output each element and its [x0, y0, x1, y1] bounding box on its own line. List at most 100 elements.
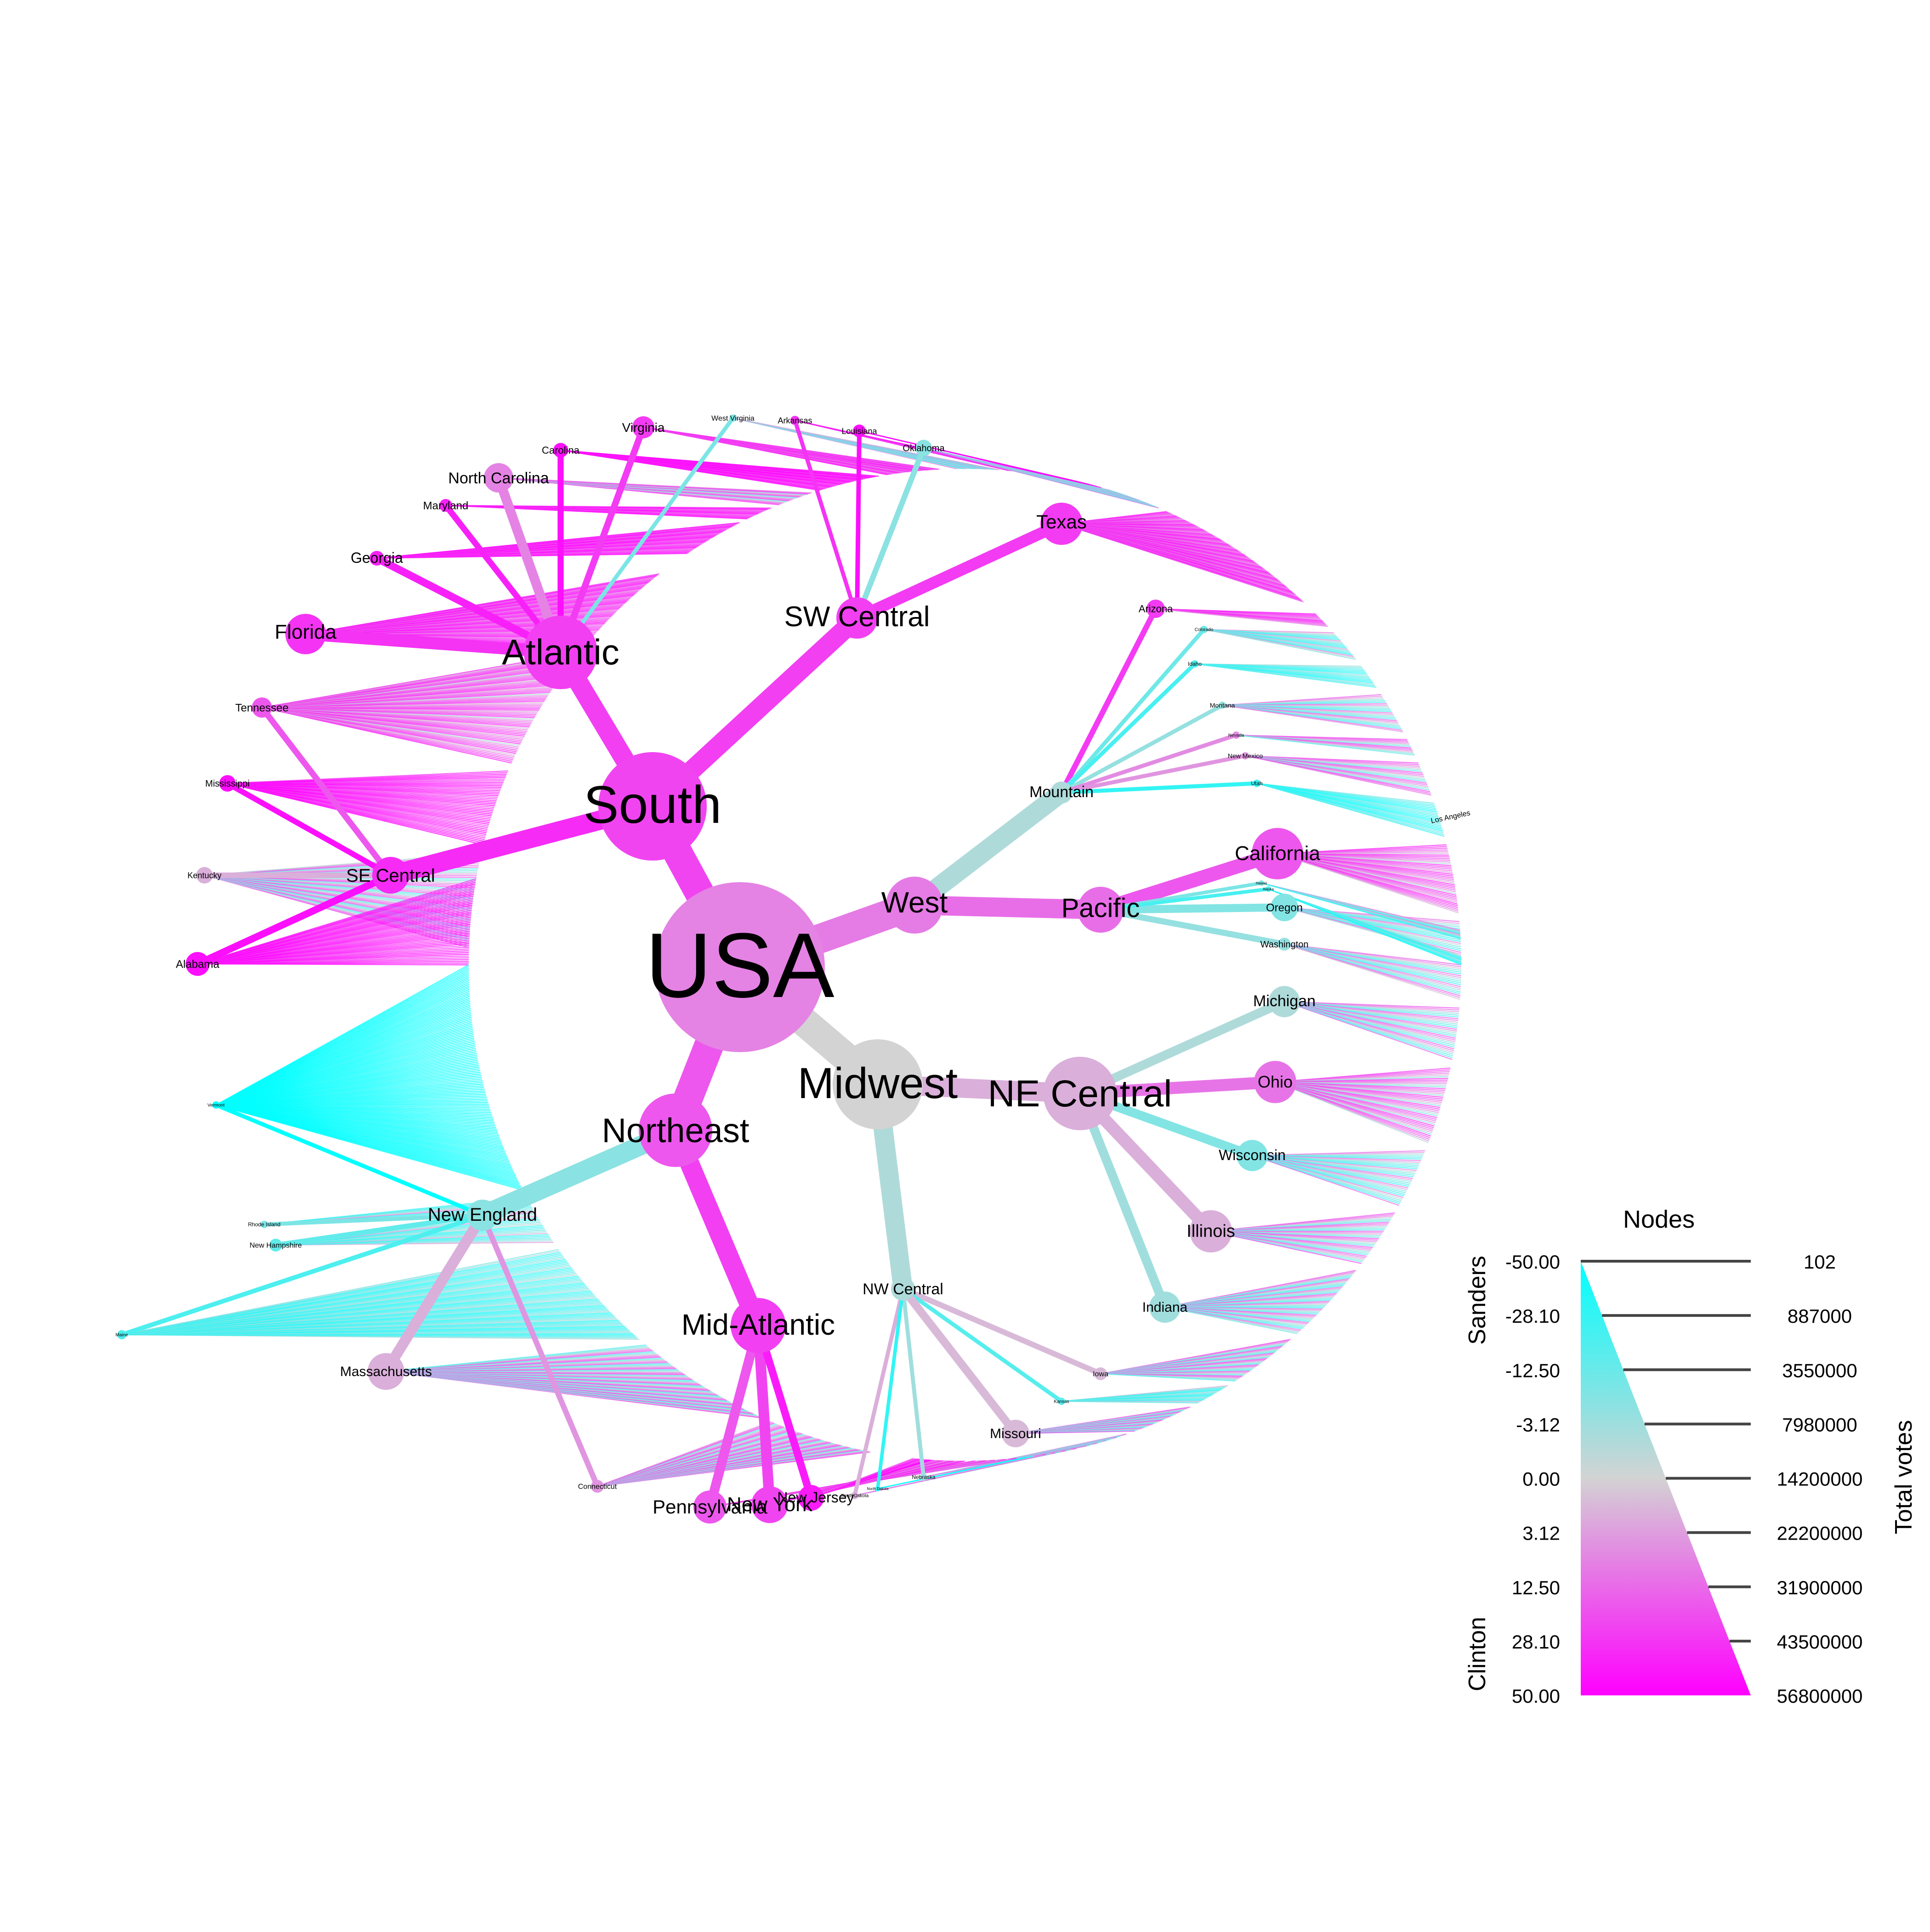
label-arkansas: Arkansas	[778, 416, 812, 425]
label-washington: Washington	[1260, 940, 1309, 950]
leaf-fan-maine	[122, 1249, 639, 1339]
label-idaho: Idaho	[1188, 661, 1202, 667]
label-mississippi: Mississippi	[205, 779, 250, 789]
legend-margin-tick: -50.00	[1505, 1251, 1560, 1273]
label-california: California	[1235, 842, 1320, 865]
label-massachusetts: Massachusetts	[340, 1364, 432, 1379]
legend-votes-tick: 31900000	[1777, 1577, 1863, 1598]
legend-margin-tick: 12.50	[1512, 1577, 1560, 1598]
legend-votes-tick: 14200000	[1777, 1468, 1863, 1490]
label-michigan: Michigan	[1253, 992, 1316, 1010]
legend-total-votes-label: Total votes	[1890, 1420, 1917, 1535]
legend-sanders-label: Sanders	[1464, 1256, 1491, 1345]
label-connecticut: Connecticut	[578, 1483, 617, 1491]
label-maine: Maine	[115, 1333, 128, 1338]
label-nw-central: NW Central	[863, 1280, 943, 1298]
label-se-central: SE Central	[346, 866, 435, 886]
legend-margin-tick: -12.50	[1505, 1360, 1560, 1381]
legend-votes-tick: 7980000	[1782, 1414, 1857, 1435]
label-mountain: Mountain	[1029, 783, 1094, 801]
leaf-fan-illinois	[1211, 1213, 1395, 1263]
leaf-fan-oklahoma	[924, 448, 1159, 508]
label-colorado: Colorado	[1195, 628, 1214, 633]
legend-votes-tick: 887000	[1788, 1305, 1852, 1327]
label-alabama: Alabama	[176, 958, 220, 970]
label-arizona: Arizona	[1139, 603, 1173, 615]
edge-nw-central-south-dakota	[855, 1289, 903, 1496]
leaf-fan-arizona	[1156, 609, 1328, 626]
label-virginia: Virginia	[622, 420, 665, 435]
leaf-fan-new-mexico	[1245, 756, 1431, 795]
legend-votes-tick: 56800000	[1777, 1685, 1863, 1707]
label-west: West	[881, 886, 948, 919]
legend-votes-tick: 3550000	[1782, 1360, 1857, 1381]
label-maryland: Maryland	[423, 499, 469, 512]
label-illinois: Illinois	[1186, 1222, 1235, 1241]
legend-votes-tick: 22200000	[1777, 1523, 1863, 1544]
leaf-fan-nevada	[1236, 735, 1415, 755]
edge-mountain-idaho	[1062, 664, 1195, 793]
label-new-england: New England	[428, 1205, 537, 1225]
legend-margin-tick: 0.00	[1522, 1468, 1560, 1490]
leaf-fan-indiana	[1165, 1270, 1356, 1334]
label-alaska: Alaska	[1263, 887, 1274, 891]
label-south: South	[584, 776, 722, 834]
label-ohio: Ohio	[1258, 1072, 1293, 1091]
county-branch	[859, 431, 1102, 488]
label-montana: Montana	[1210, 702, 1235, 709]
label-hawaii: Hawaii	[1256, 881, 1267, 885]
leaf-fan-iowa	[1101, 1339, 1291, 1381]
label-louisiana: Louisiana	[841, 426, 877, 436]
label-sw-central: SW Central	[784, 601, 930, 633]
label-rhode-island: Rhode Island	[248, 1221, 281, 1228]
leaf-fan-ohio	[1275, 1068, 1450, 1143]
label-kansas: Kansas	[1054, 1399, 1069, 1405]
legend-title: Nodes	[1623, 1206, 1695, 1233]
legend-margin-tick: 3.12	[1522, 1523, 1560, 1544]
leaf-fan-texas	[1062, 511, 1304, 602]
legend-clinton-label: Clinton	[1464, 1617, 1491, 1691]
label-texas: Texas	[1036, 511, 1087, 533]
label-north-dakota: North Dakota	[867, 1487, 889, 1491]
label-nebraska: Nebraska	[912, 1474, 936, 1480]
label-kentucky: Kentucky	[187, 871, 221, 880]
label-ne-central: NE Central	[988, 1073, 1172, 1115]
label-nevada: Nevada	[1228, 733, 1244, 738]
label-new-mexico: New Mexico	[1228, 752, 1263, 759]
label-tennessee: Tennessee	[235, 702, 289, 714]
label-indiana: Indiana	[1142, 1300, 1188, 1315]
leaf-fan-vermont	[216, 965, 523, 1190]
label-utah: Utah	[1251, 780, 1262, 787]
leaf-fan-utah	[1257, 783, 1444, 836]
label-west-virginia: West Virginia	[711, 415, 755, 423]
label-usa: USA	[645, 914, 834, 1017]
label-midwest: Midwest	[798, 1059, 958, 1108]
label-florida: Florida	[275, 621, 337, 643]
leaf-fan-idaho	[1195, 664, 1376, 687]
legend-margin-tick: -3.12	[1516, 1414, 1560, 1435]
edge-sw-central-arkansas	[795, 420, 857, 618]
label-north-carolina: North Carolina	[448, 470, 549, 487]
leaf-fan-massachusetts	[386, 1345, 763, 1418]
leaf-fan-montana	[1222, 695, 1403, 732]
legend-votes-tick: 102	[1804, 1251, 1836, 1273]
label-iowa: Iowa	[1093, 1371, 1108, 1378]
legend-margin-tick: 50.00	[1512, 1685, 1560, 1707]
legend-margin-tick: 28.10	[1512, 1631, 1560, 1653]
label-missouri: Missouri	[990, 1426, 1041, 1441]
label-new-hampshire: New Hampshire	[250, 1242, 302, 1250]
label-northeast: Northeast	[602, 1111, 749, 1150]
county-branch	[924, 448, 1159, 508]
leaf-fan-kansas	[1062, 1386, 1228, 1403]
legend-votes-tick: 43500000	[1777, 1631, 1863, 1653]
label-carolina: Carolina	[542, 445, 580, 456]
legend-margin-tick: -28.10	[1505, 1305, 1560, 1327]
label-oklahoma: Oklahoma	[903, 443, 945, 453]
leaf-fan-michigan	[1284, 1002, 1459, 1059]
label-mid-atlantic: Mid-Atlantic	[681, 1308, 835, 1341]
label-oregon: Oregon	[1266, 901, 1303, 914]
leaf-fan-colorado	[1204, 629, 1356, 659]
label-vermont: Vermont	[207, 1103, 224, 1108]
